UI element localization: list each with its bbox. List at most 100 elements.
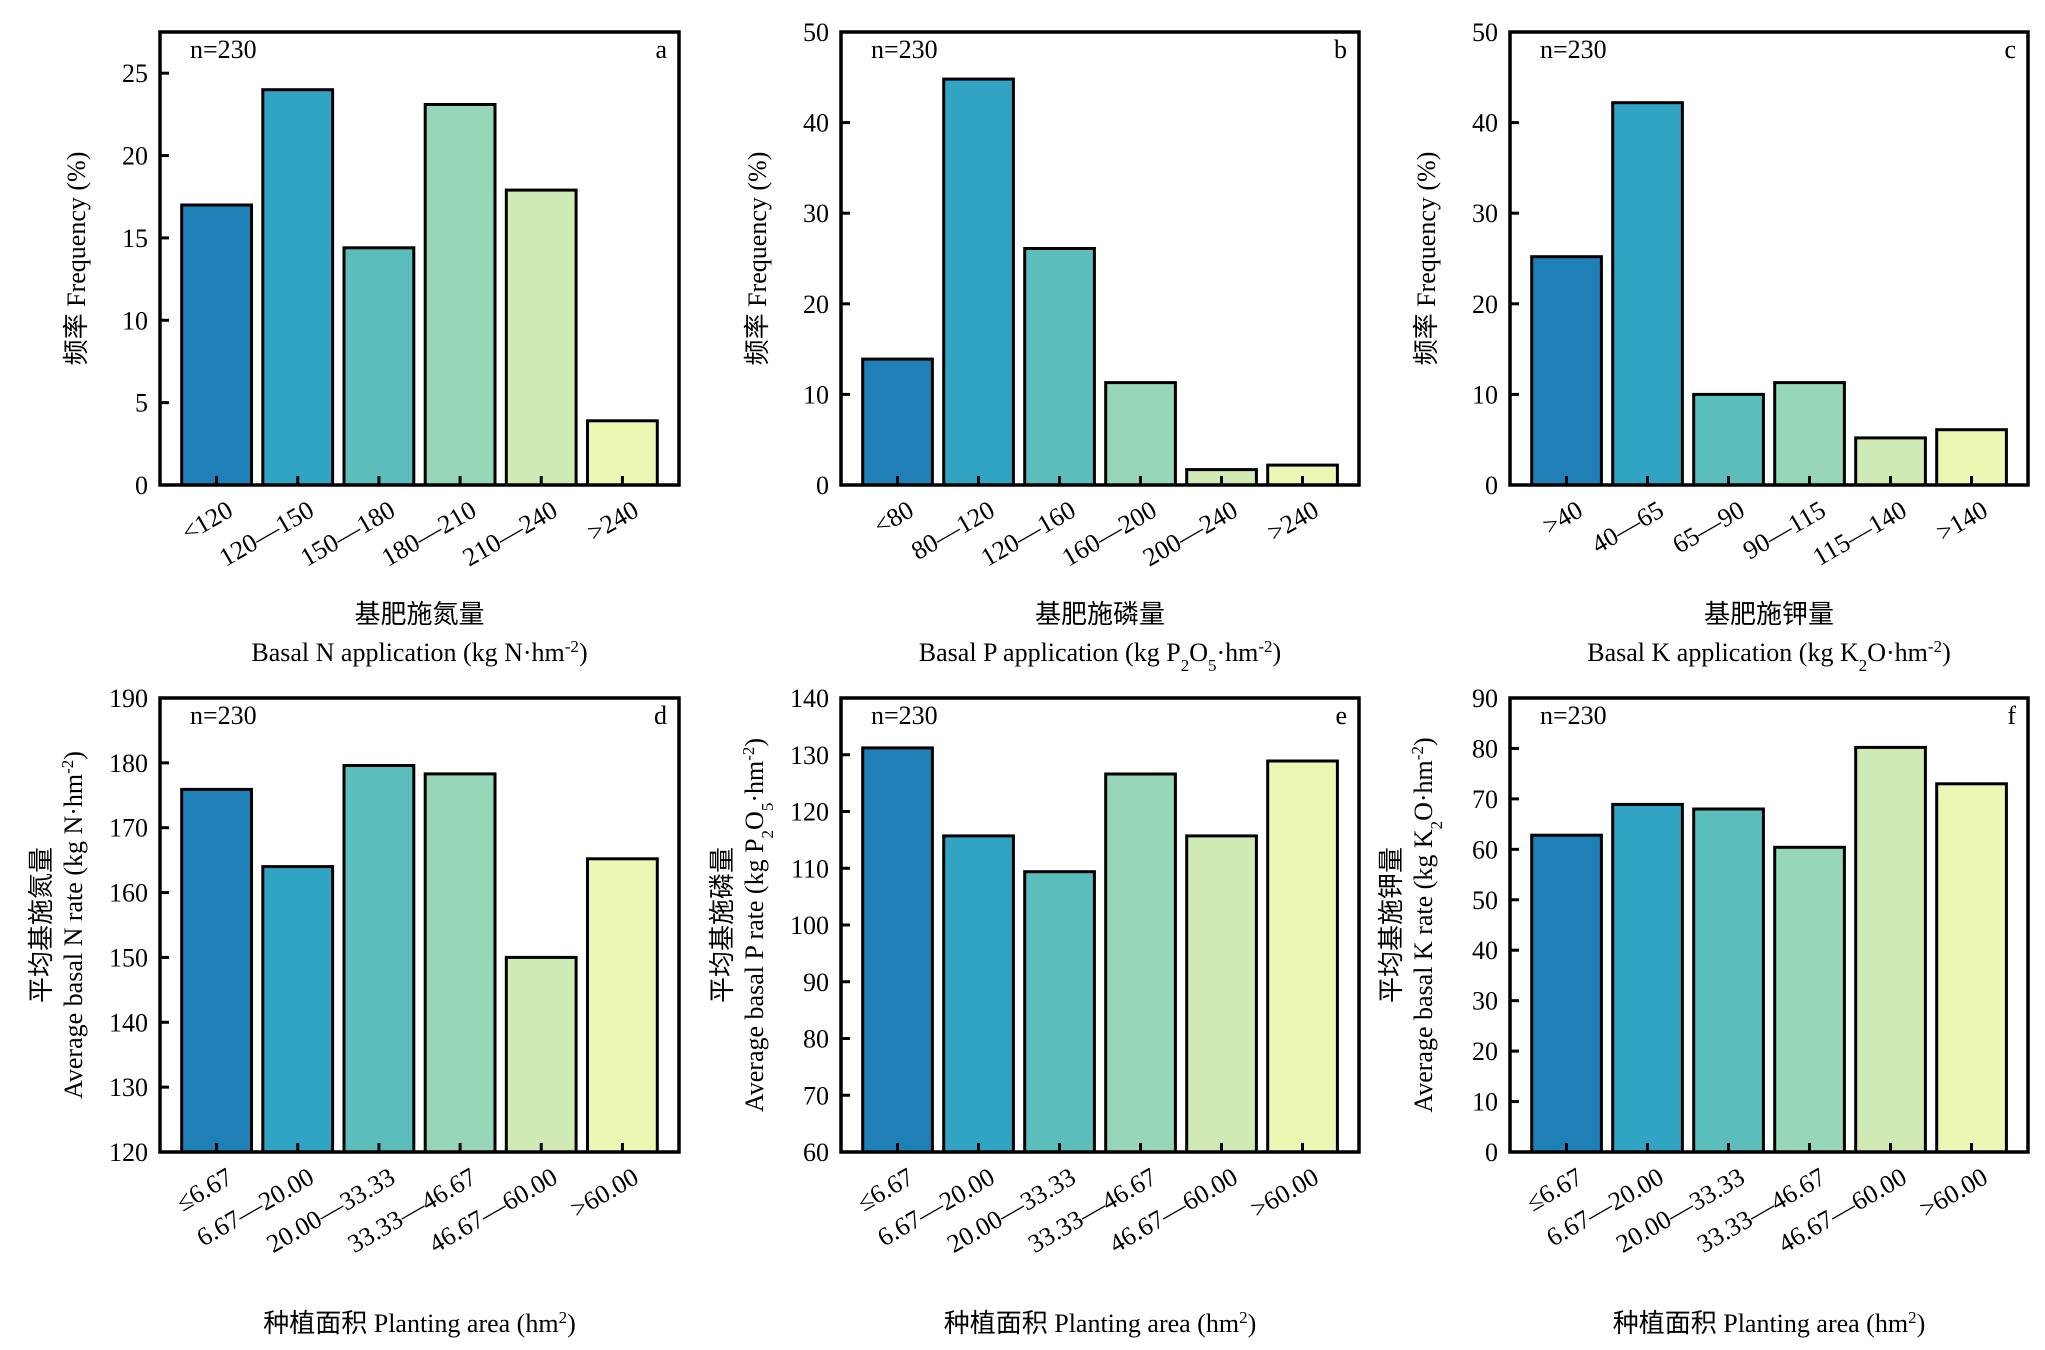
y-tick-label-e-8: 140 [790,684,829,713]
y-tick-label-b-2: 20 [803,290,829,319]
y-axis-title-en-f: Average basal K rate (kg K2O·hm-2) [1408,737,1446,1112]
bar-e-0 [861,746,934,1154]
y-tick-label-b-1: 10 [803,380,829,409]
y-tick-label-d-2: 140 [109,1008,148,1037]
bar-f-2 [1692,807,1765,1154]
y-tick-label-a-0: 0 [135,471,148,500]
y-tick-label-b-0: 0 [816,471,829,500]
y-axis-title-c: 频率 Frequency (%) [1412,152,1441,366]
y-tick-label-c-0: 0 [1485,471,1498,500]
y-tick-label-c-2: 20 [1472,290,1498,319]
x-tick-label-b-5: >240 [1263,495,1324,547]
y-tick-label-f-0: 0 [1485,1138,1498,1167]
y-tick-label-e-0: 60 [803,1138,829,1167]
y-tick-label-d-1: 130 [109,1073,148,1102]
bar-f-5 [1935,782,2008,1154]
x-tick-label-c-0: >40 [1538,495,1588,540]
y-axis-title-cn-f: 平均基施钾量 [1377,847,1406,1003]
y-axis-title-cn-e: 平均基施磷量 [708,847,737,1003]
y-axis-title-cn-d: 平均基施氮量 [27,847,56,1003]
bar-d-2 [342,764,416,1154]
y-tick-label-d-7: 190 [109,684,148,713]
bar-d-1 [261,865,335,1154]
bar-e-3 [1104,772,1177,1154]
y-tick-label-d-0: 120 [109,1138,148,1167]
panel-label-b: b [1334,35,1347,64]
panel-label-c: c [2004,35,2016,64]
y-tick-label-a-2: 10 [122,306,148,335]
y-tick-label-e-7: 130 [790,741,829,770]
y-tick-label-f-3: 30 [1472,987,1498,1016]
bar-c-5 [1935,428,2008,487]
y-tick-label-c-4: 40 [1472,109,1498,138]
y-tick-label-a-5: 25 [122,59,148,88]
y-tick-label-f-8: 80 [1472,734,1498,763]
plot-frame-a [158,30,681,487]
x-axis-title-cn-a: 基肥施氮量 [354,600,484,629]
sample-size-annotation-b: n=230 [871,35,938,64]
panel-label-f: f [2007,701,2016,730]
bar-c-2 [1692,392,1765,487]
y-tick-label-b-5: 50 [803,18,829,47]
bar-e-2 [1023,870,1096,1154]
bar-d-0 [180,787,253,1154]
chart-panel-e: ≤6.676.67—20.0020.00—33.3333.33—46.6746.… [708,684,1361,1338]
x-tick-label-d-5: >60.00 [566,1162,644,1224]
bar-c-1 [1611,101,1684,487]
y-axis-title-en-d: Average basal N rate (kg N·hm-2) [58,751,89,1099]
x-tick-label-a-5: >240 [582,495,643,547]
y-tick-label-e-4: 100 [790,911,829,940]
x-tick-label-c-2: 65—90 [1667,495,1749,559]
y-tick-label-e-3: 90 [803,968,829,997]
x-tick-label-e-5: >60.00 [1246,1162,1324,1224]
plot-frame-c [1508,30,2030,487]
bar-a-4 [504,188,578,487]
y-tick-label-b-3: 30 [803,199,829,228]
bar-a-2 [342,246,416,487]
bar-f-4 [1854,745,1927,1154]
plot-frame-f [1508,696,2030,1154]
x-axis-title-en-c: Basal K application (kg K2O·hm-2) [1587,637,1951,675]
y-tick-label-b-4: 40 [803,109,829,138]
bar-b-3 [1104,381,1177,487]
bar-a-1 [261,88,335,487]
bar-c-3 [1773,381,1846,487]
y-tick-label-e-1: 70 [803,1081,829,1110]
bar-a-5 [586,419,659,487]
y-tick-label-c-1: 10 [1472,380,1498,409]
x-axis-title-f: 种植面积 Planting area (hm2) [1613,1308,1926,1339]
plot-frame-b [839,30,1361,487]
bar-b-1 [942,77,1015,487]
bar-b-2 [1023,247,1096,487]
x-tick-label-c-4: 115—140 [1808,495,1912,572]
y-tick-label-e-2: 80 [803,1025,829,1054]
y-tick-label-a-1: 5 [135,389,148,418]
sample-size-annotation-a: n=230 [190,35,257,64]
x-tick-label-b-0: <80 [869,495,919,540]
plot-frame-d [158,696,681,1154]
x-axis-title-en-b: Basal P application (kg P2O5·hm-2) [919,637,1281,675]
bar-a-3 [423,103,497,487]
panel-label-d: d [654,701,667,730]
chart-panel-d: ≤6.676.67—20.0020.00—33.3333.33—46.6746.… [27,684,681,1338]
panel-label-a: a [655,35,667,64]
bar-f-1 [1611,802,1684,1154]
y-tick-label-c-3: 30 [1472,199,1498,228]
y-tick-label-d-6: 180 [109,749,148,778]
bar-d-3 [423,772,497,1154]
y-tick-label-d-3: 150 [109,943,148,972]
y-tick-label-f-1: 10 [1472,1088,1498,1117]
x-axis-title-cn-b: 基肥施磷量 [1035,600,1165,629]
sample-size-annotation-c: n=230 [1540,35,1607,64]
sample-size-annotation-d: n=230 [190,701,257,730]
bar-e-4 [1185,834,1258,1154]
y-tick-label-e-6: 120 [790,798,829,827]
chart-panel-f: ≤6.676.67—20.0020.00—33.3333.33—46.6746.… [1377,684,2030,1339]
y-axis-title-b: 频率 Frequency (%) [743,152,772,366]
y-tick-label-a-4: 20 [122,142,148,171]
y-tick-label-d-4: 160 [109,879,148,908]
bar-f-0 [1530,833,1603,1154]
